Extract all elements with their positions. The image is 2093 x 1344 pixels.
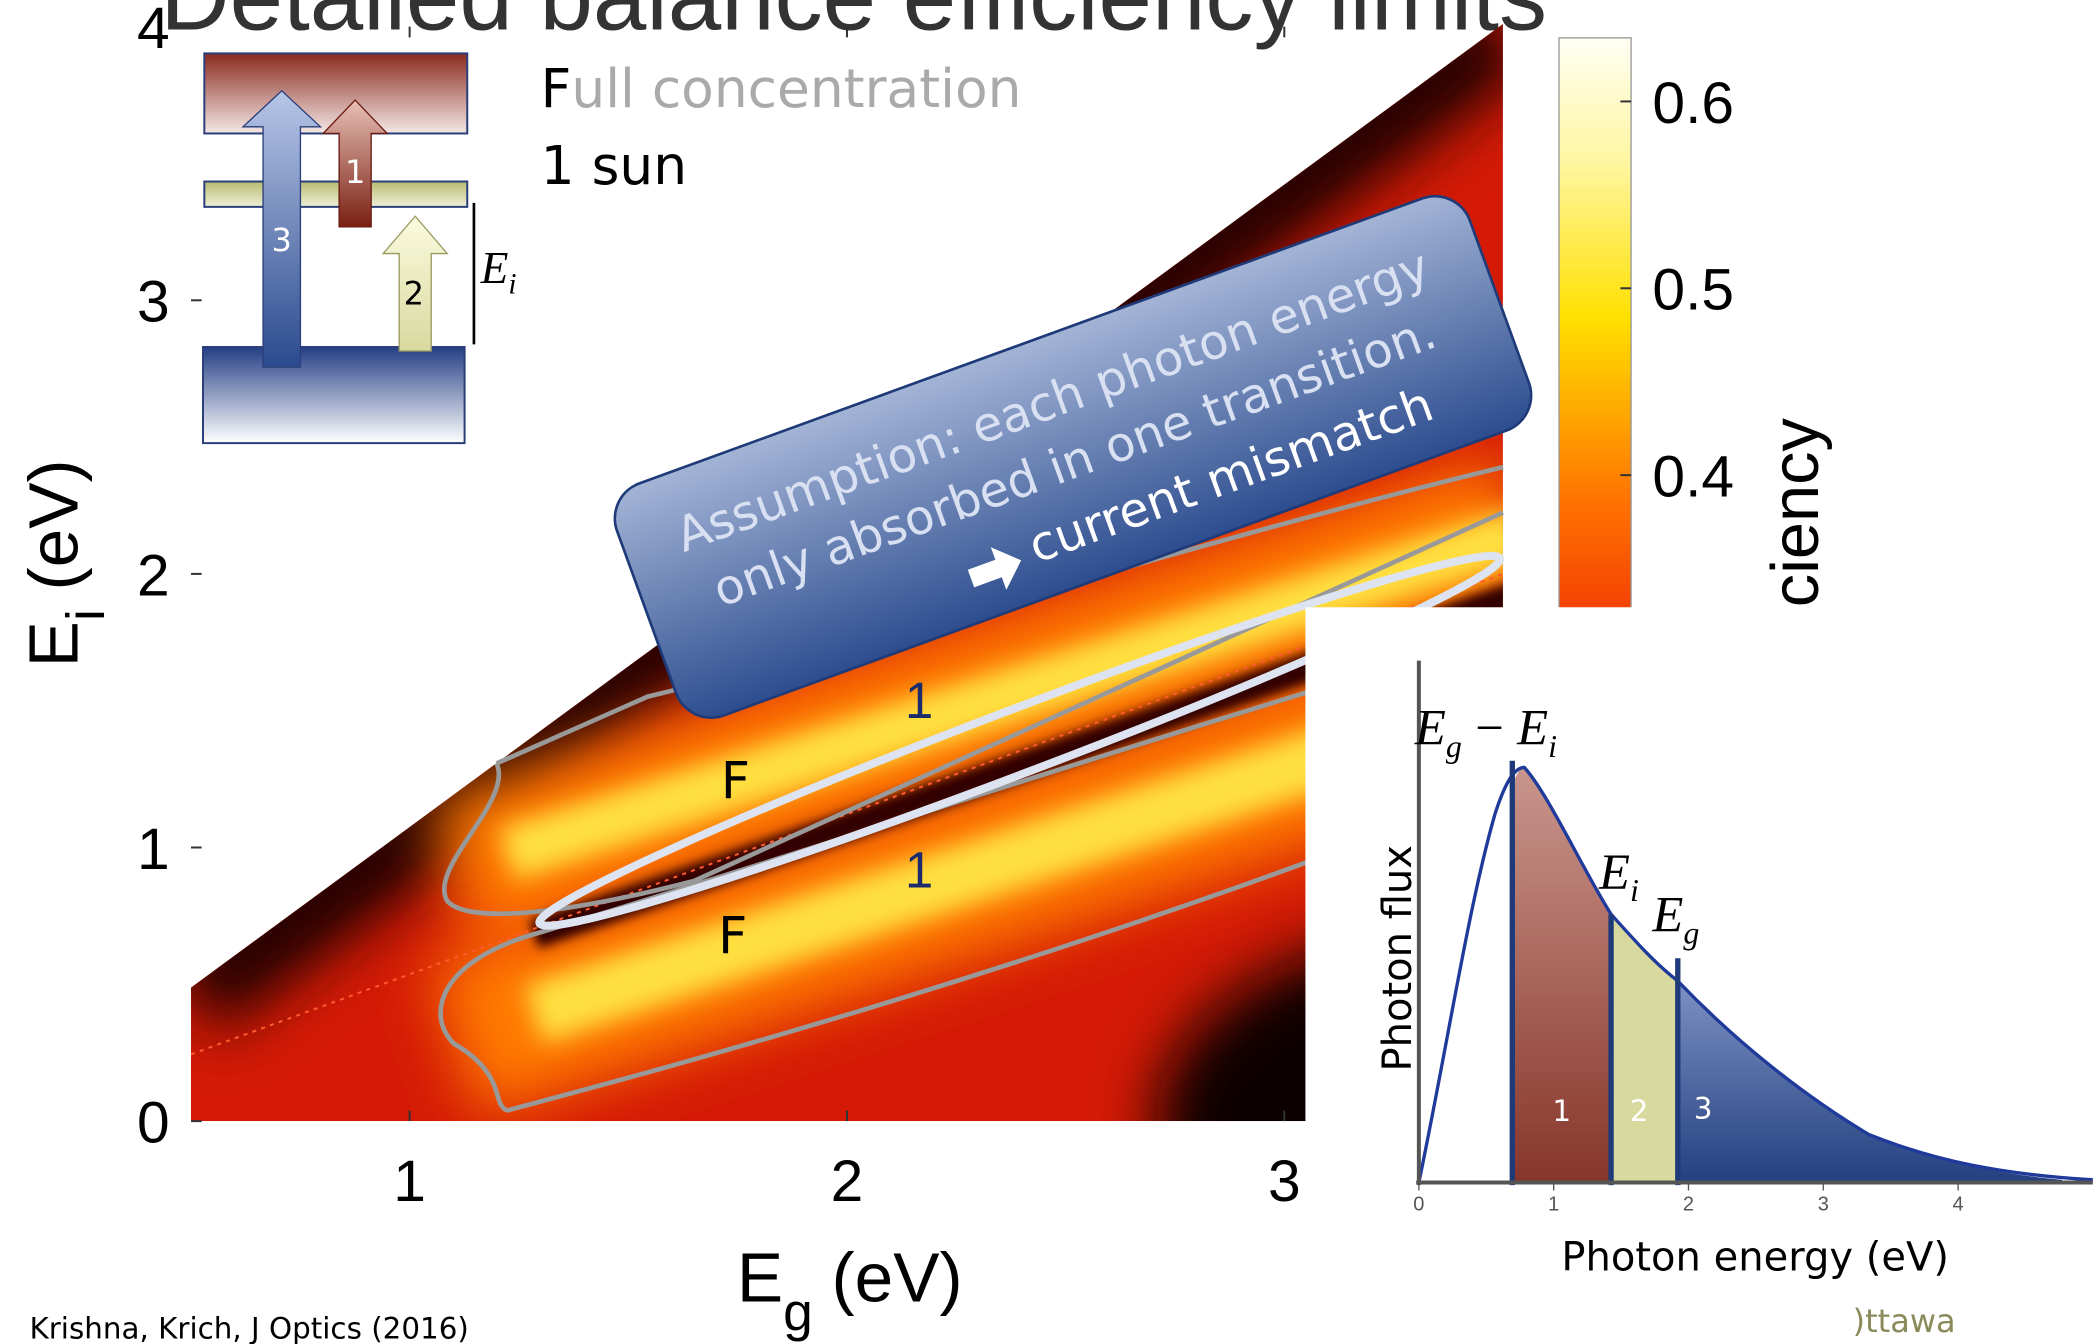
contour-label: F [721, 751, 750, 810]
inset-x-label: Photon energy (eV) [1561, 1235, 1949, 1281]
y-label-main: E [15, 621, 93, 667]
inset-x-tick-label: 3 [1818, 1194, 1829, 1216]
x-axis-label: Eg (eV) [737, 1238, 963, 1342]
logo-text: )ttawa [1853, 1302, 1956, 1340]
inset-y-label: Photon flux [1375, 845, 1421, 1071]
y-tick-label: 4 [137, 0, 170, 61]
transition-label: 3 [272, 221, 292, 259]
region-label: 3 [1694, 1091, 1713, 1125]
colorbar-label: ciency [1759, 418, 1833, 608]
inset-x-tick-label: 0 [1413, 1194, 1424, 1216]
contour-label: 1 [905, 672, 933, 729]
marker-part: E [1516, 700, 1548, 756]
gap-label: Ei [480, 243, 517, 301]
y-tick-label: 0 [137, 1090, 170, 1155]
inset-x-tick-label: 4 [1953, 1194, 1964, 1216]
inset-x-tick-label: 1 [1548, 1194, 1559, 1216]
x-label-unit: (eV) [832, 1238, 963, 1316]
marker-part: − [1475, 700, 1504, 756]
colorbar-tick-label: 0.4 [1652, 444, 1734, 509]
legend-full-rest: ull concentration [571, 57, 1021, 120]
marker-part: i [1630, 872, 1639, 908]
inset-x-tick-label: 2 [1683, 1194, 1694, 1216]
y-tick-label: 2 [137, 543, 170, 608]
region-label: 2 [1630, 1094, 1649, 1128]
marker-part: E [1598, 844, 1630, 900]
marker-label: Eg−Ei [1414, 700, 1557, 764]
legend-full-initial: F [541, 57, 572, 120]
legend-full: Full concentration [541, 57, 1022, 120]
y-label-sub: i [57, 609, 116, 621]
marker-part: E [1651, 887, 1683, 943]
transition-label: 1 [345, 153, 365, 191]
page: {"title":"Detailed balance efficiency li… [0, 0, 2093, 1344]
citation: Krishna, Krich, J Optics (2016) [29, 1312, 468, 1344]
x-label-main: E [737, 1238, 783, 1316]
legend-sun: 1 sun [541, 134, 687, 197]
gap-label-sub: i [508, 269, 516, 301]
slide-title: Detailed balance efficiency limits [160, 0, 1547, 50]
y-tick-label: 3 [137, 270, 170, 335]
x-tick-label: 1 [393, 1149, 426, 1214]
colorbar-tick-label: 0.6 [1652, 71, 1734, 136]
band-diagram: 1 2 3 Ei [203, 53, 516, 443]
marker-part: g [1683, 915, 1699, 951]
region-label: 1 [1552, 1094, 1571, 1128]
y-label-unit: (eV) [15, 459, 93, 590]
contour-label: 1 [905, 842, 933, 899]
x-tick-label: 2 [831, 1149, 864, 1214]
y-tick-label: 1 [137, 817, 170, 882]
x-label-sub: g [783, 1284, 813, 1343]
colorbar: 0.4 0.5 0.6 ciency [1559, 38, 1833, 662]
slide: Detailed balance efficiency limits 12301… [0, 0, 2093, 1344]
colorbar-fill [1559, 38, 1631, 662]
gap-label-main: E [480, 243, 509, 293]
marker-part: i [1548, 728, 1557, 764]
inset: 1 2 3 Eg−Ei Ei Eg Photon flux Photon ene… [1305, 607, 2092, 1344]
transition-label: 2 [404, 274, 424, 312]
colorbar-tick-label: 0.5 [1652, 258, 1734, 323]
marker-part: g [1446, 728, 1462, 764]
contour-label: F [718, 906, 747, 965]
marker-part: E [1414, 700, 1446, 756]
y-axis-label: Ei (eV) [15, 459, 117, 667]
x-tick-label: 3 [1268, 1149, 1301, 1214]
